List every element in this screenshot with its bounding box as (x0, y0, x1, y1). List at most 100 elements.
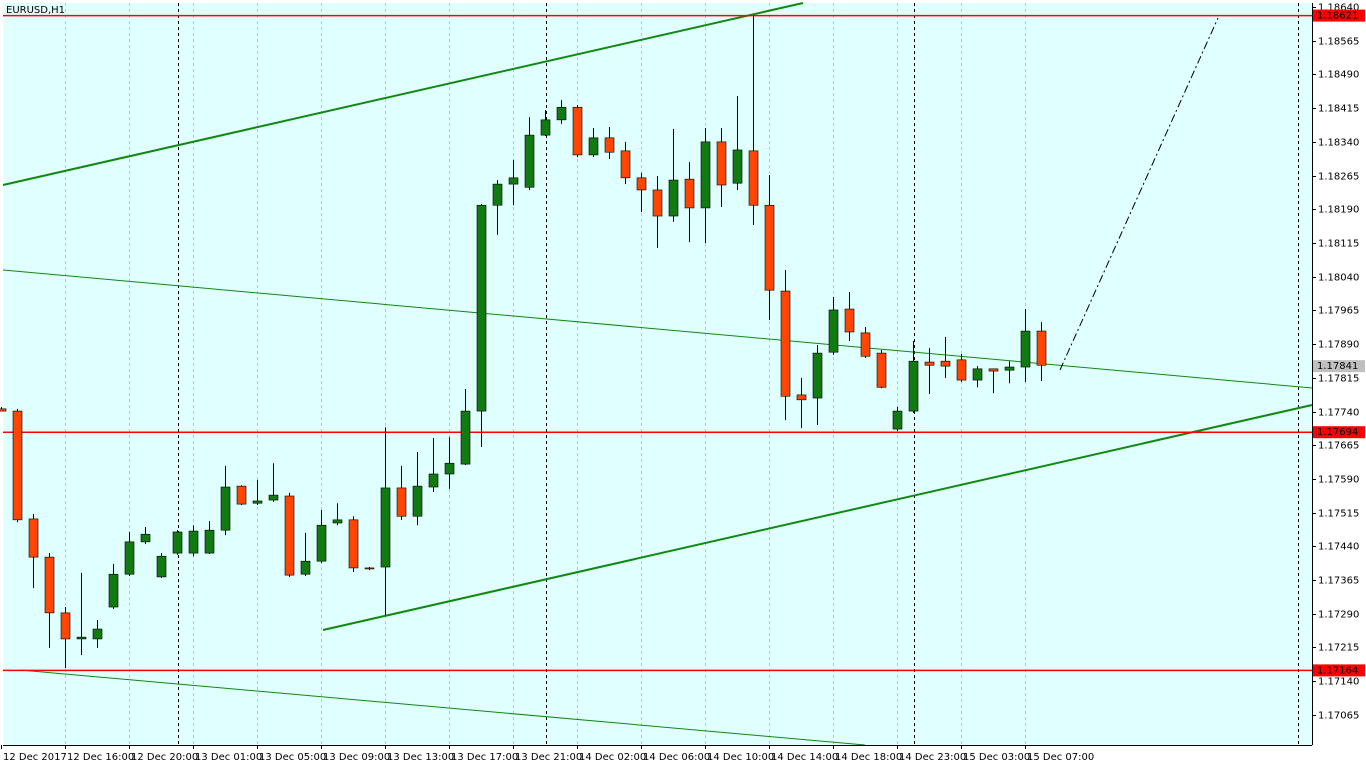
y-tick-label: 1.17065 (1318, 711, 1359, 722)
candle-body (476, 204, 487, 412)
candle-body (204, 529, 215, 554)
y-tick-label: 1.18265 (1318, 172, 1359, 183)
x-tick-label: 12 Dec 20:00 (131, 752, 198, 763)
candle-body (764, 204, 775, 291)
candle-body (60, 612, 71, 640)
candle-body (972, 368, 983, 381)
candle-body (492, 183, 503, 206)
candle-body (556, 106, 567, 121)
candle-body (348, 519, 359, 569)
y-tick-label: 1.18040 (1318, 273, 1359, 284)
candle-body (172, 531, 183, 554)
y-tick-label: 1.17890 (1318, 340, 1359, 351)
candle-body (956, 359, 967, 381)
x-tick-label: 14 Dec 06:00 (643, 752, 710, 763)
level-label: 1.17694 (1317, 427, 1358, 438)
candle-body (748, 150, 759, 206)
candle-body (268, 494, 279, 501)
y-tick-label: 1.17590 (1318, 475, 1359, 486)
candle-body (908, 360, 919, 412)
candle-body (92, 628, 103, 640)
candle-body (396, 487, 407, 517)
candle-body (652, 189, 663, 217)
current-price-label: 1.17841 (1317, 361, 1358, 372)
candle-body (860, 332, 871, 357)
x-tick-label: 13 Dec 05:00 (259, 752, 326, 763)
projection-line (1059, 17, 1219, 371)
candle-body (140, 533, 151, 543)
level-label: 1.18621 (1317, 11, 1358, 22)
grid (65, 3, 1026, 745)
candle-body (588, 137, 599, 156)
candle-body (412, 485, 423, 517)
candle-body (364, 567, 375, 570)
candle-body (1036, 330, 1047, 366)
y-tick-label: 1.17965 (1318, 306, 1359, 317)
x-tick-label: 14 Dec 23:00 (899, 752, 966, 763)
level-label-box (1313, 426, 1365, 439)
y-tick-label: 1.18190 (1318, 205, 1359, 216)
x-tick-label: 15 Dec 07:00 (1027, 752, 1094, 763)
candle-body (540, 119, 551, 136)
candle-body (732, 149, 743, 184)
candle-body (812, 352, 823, 399)
y-tick-label: 1.18340 (1318, 138, 1359, 149)
candle-body (284, 495, 295, 576)
candle-body (188, 530, 199, 554)
y-tick-label: 1.18115 (1318, 239, 1359, 250)
candle-body (572, 106, 583, 156)
x-tick-label: 13 Dec 17:00 (451, 752, 518, 763)
y-tick-label: 1.17815 (1318, 374, 1359, 385)
candle-body (460, 410, 471, 465)
candle-body (444, 462, 455, 475)
candle-body (76, 636, 87, 640)
candle-body (252, 500, 263, 504)
trendlines (2, 2, 1313, 746)
x-tick-label: 12 Dec 2017 (3, 752, 67, 763)
channel-line (2, 269, 1313, 389)
candle-body (108, 573, 119, 608)
y-tick-label: 1.17740 (1318, 408, 1359, 419)
y-tick-label: 1.17290 (1318, 610, 1359, 621)
candle-body (1020, 330, 1031, 368)
y-tick-label: 1.17140 (1318, 677, 1359, 688)
labels: 1.18640 1.18565 1.18490 1.18415 1.18340 1.182… (3, 3, 1365, 763)
y-tick-label: 1.18565 (1318, 37, 1359, 48)
candle-body (28, 518, 39, 558)
candle-body (12, 410, 23, 521)
candle-body (1004, 366, 1015, 371)
level-label-box (1313, 9, 1365, 22)
y-tick-label: 1.18490 (1318, 70, 1359, 81)
candle-body (684, 178, 695, 209)
y-tick-label: 1.17665 (1318, 441, 1359, 452)
candle-body (844, 308, 855, 333)
x-tick-label: 14 Dec 18:00 (835, 752, 902, 763)
candle-body (716, 141, 727, 186)
candle-body (428, 473, 439, 488)
y-tick-label: 1.18640 (1318, 3, 1359, 14)
y-tick-label: 1.17215 (1318, 643, 1359, 654)
candle-body (300, 560, 311, 575)
channel-line (322, 404, 1313, 631)
candle-body (876, 352, 887, 388)
candle-body (636, 177, 647, 191)
x-tick-label: 13 Dec 09:00 (323, 752, 390, 763)
x-tick-label: 14 Dec 02:00 (579, 752, 646, 763)
candle-body (796, 394, 807, 401)
candles (0, 15, 1047, 669)
candle-body (988, 368, 999, 372)
candle-body (924, 361, 935, 366)
channel-line (19, 669, 866, 746)
y-tick-label: 1.17365 (1318, 576, 1359, 587)
y-tick-label: 1.17515 (1318, 509, 1359, 520)
candle-body (700, 141, 711, 209)
x-tick-label: 14 Dec 10:00 (707, 752, 774, 763)
candle-body (332, 519, 343, 524)
channel-line (2, 2, 804, 186)
candle-body (828, 309, 839, 353)
plot-background (3, 3, 1312, 745)
levels (3, 14, 1312, 672)
x-tick-label: 13 Dec 21:00 (515, 752, 582, 763)
